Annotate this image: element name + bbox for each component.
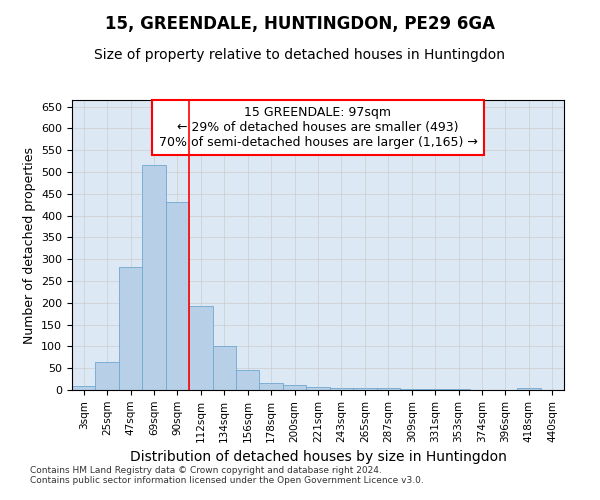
Text: Contains HM Land Registry data © Crown copyright and database right 2024.
Contai: Contains HM Land Registry data © Crown c… — [30, 466, 424, 485]
Bar — [189, 306, 212, 390]
Bar — [142, 166, 166, 390]
Bar — [353, 388, 377, 390]
Bar — [212, 346, 236, 390]
Bar — [236, 370, 259, 390]
X-axis label: Distribution of detached houses by size in Huntingdon: Distribution of detached houses by size … — [130, 450, 506, 464]
Bar — [447, 389, 470, 390]
Bar — [400, 389, 424, 390]
Bar — [306, 387, 330, 390]
Bar — [119, 267, 142, 390]
Bar — [166, 202, 189, 390]
Bar — [259, 383, 283, 390]
Bar — [330, 388, 353, 390]
Bar — [95, 362, 119, 390]
Text: Size of property relative to detached houses in Huntingdon: Size of property relative to detached ho… — [95, 48, 505, 62]
Bar — [72, 386, 95, 390]
Bar — [283, 385, 306, 390]
Y-axis label: Number of detached properties: Number of detached properties — [23, 146, 35, 344]
Text: 15, GREENDALE, HUNTINGDON, PE29 6GA: 15, GREENDALE, HUNTINGDON, PE29 6GA — [105, 15, 495, 33]
Bar — [377, 388, 400, 390]
Bar — [517, 388, 541, 390]
Text: 15 GREENDALE: 97sqm
← 29% of detached houses are smaller (493)
70% of semi-detac: 15 GREENDALE: 97sqm ← 29% of detached ho… — [158, 106, 478, 149]
Bar — [424, 389, 447, 390]
